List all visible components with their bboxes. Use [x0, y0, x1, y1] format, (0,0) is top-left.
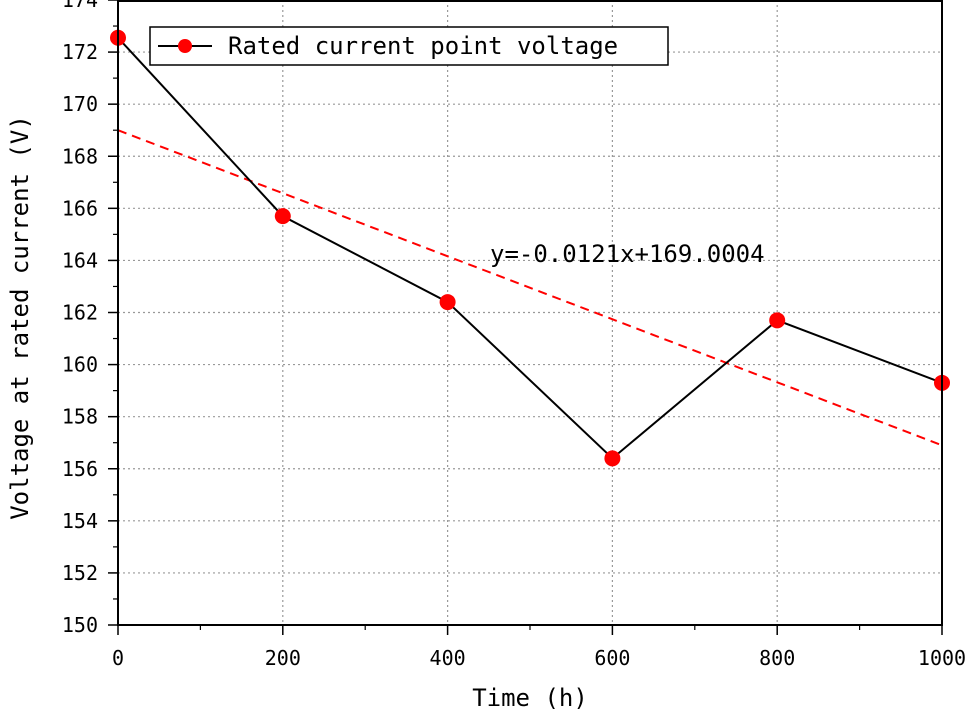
x-tick-label: 0: [112, 646, 124, 670]
legend-marker: [178, 39, 192, 53]
x-tick-label: 200: [265, 646, 301, 670]
y-tick-label: 156: [62, 457, 98, 481]
legend-label: Rated current point voltage: [228, 32, 618, 60]
series-line: [117, 37, 943, 460]
fit-equation-annotation: y=-0.0121x+169.0004: [490, 240, 765, 268]
x-tick-label: 800: [759, 646, 795, 670]
y-tick-label: 152: [62, 561, 98, 585]
y-tick-label: 160: [62, 353, 98, 377]
data-point: [274, 208, 291, 225]
data-point: [769, 312, 786, 329]
y-tick-label: 170: [62, 92, 98, 116]
grid: [118, 0, 942, 625]
x-tick-label: 600: [594, 646, 630, 670]
series-group: [110, 29, 950, 467]
y-tick-label: 150: [62, 613, 98, 637]
legend: Rated current point voltage: [149, 26, 669, 66]
y-tick-label: 166: [62, 196, 98, 220]
x-tick-label: 1000: [918, 646, 966, 670]
fit-line: [117, 129, 943, 447]
legend-box: [149, 26, 669, 66]
y-tick-label: 158: [62, 405, 98, 429]
y-tick-label: 164: [62, 248, 98, 272]
y-tick-label: 174: [62, 0, 98, 12]
y-tick-label: 168: [62, 144, 98, 168]
x-axis-label: Time (h): [472, 684, 588, 712]
ticks-group: 0 200 400 600 800 1000 150 152 154 156 158 160 162 16…: [62, 0, 966, 670]
data-point: [604, 450, 621, 467]
y-tick-label: 162: [62, 301, 98, 325]
y-tick-label: 172: [62, 40, 98, 64]
x-tick-label: 400: [430, 646, 466, 670]
y-axis-label: Voltage at rated current (V): [6, 115, 34, 520]
fit-line-group: [117, 129, 943, 447]
data-point: [439, 294, 456, 311]
y-tick-label: 154: [62, 509, 98, 533]
